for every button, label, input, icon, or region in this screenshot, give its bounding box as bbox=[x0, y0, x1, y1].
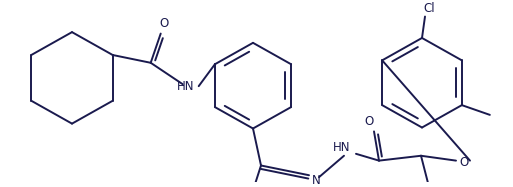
Text: O: O bbox=[459, 156, 468, 169]
Text: O: O bbox=[364, 115, 373, 128]
Text: Cl: Cl bbox=[423, 2, 435, 15]
Text: N: N bbox=[311, 174, 321, 187]
Text: HN: HN bbox=[333, 142, 351, 154]
Text: O: O bbox=[159, 17, 168, 30]
Text: HN: HN bbox=[177, 80, 194, 93]
